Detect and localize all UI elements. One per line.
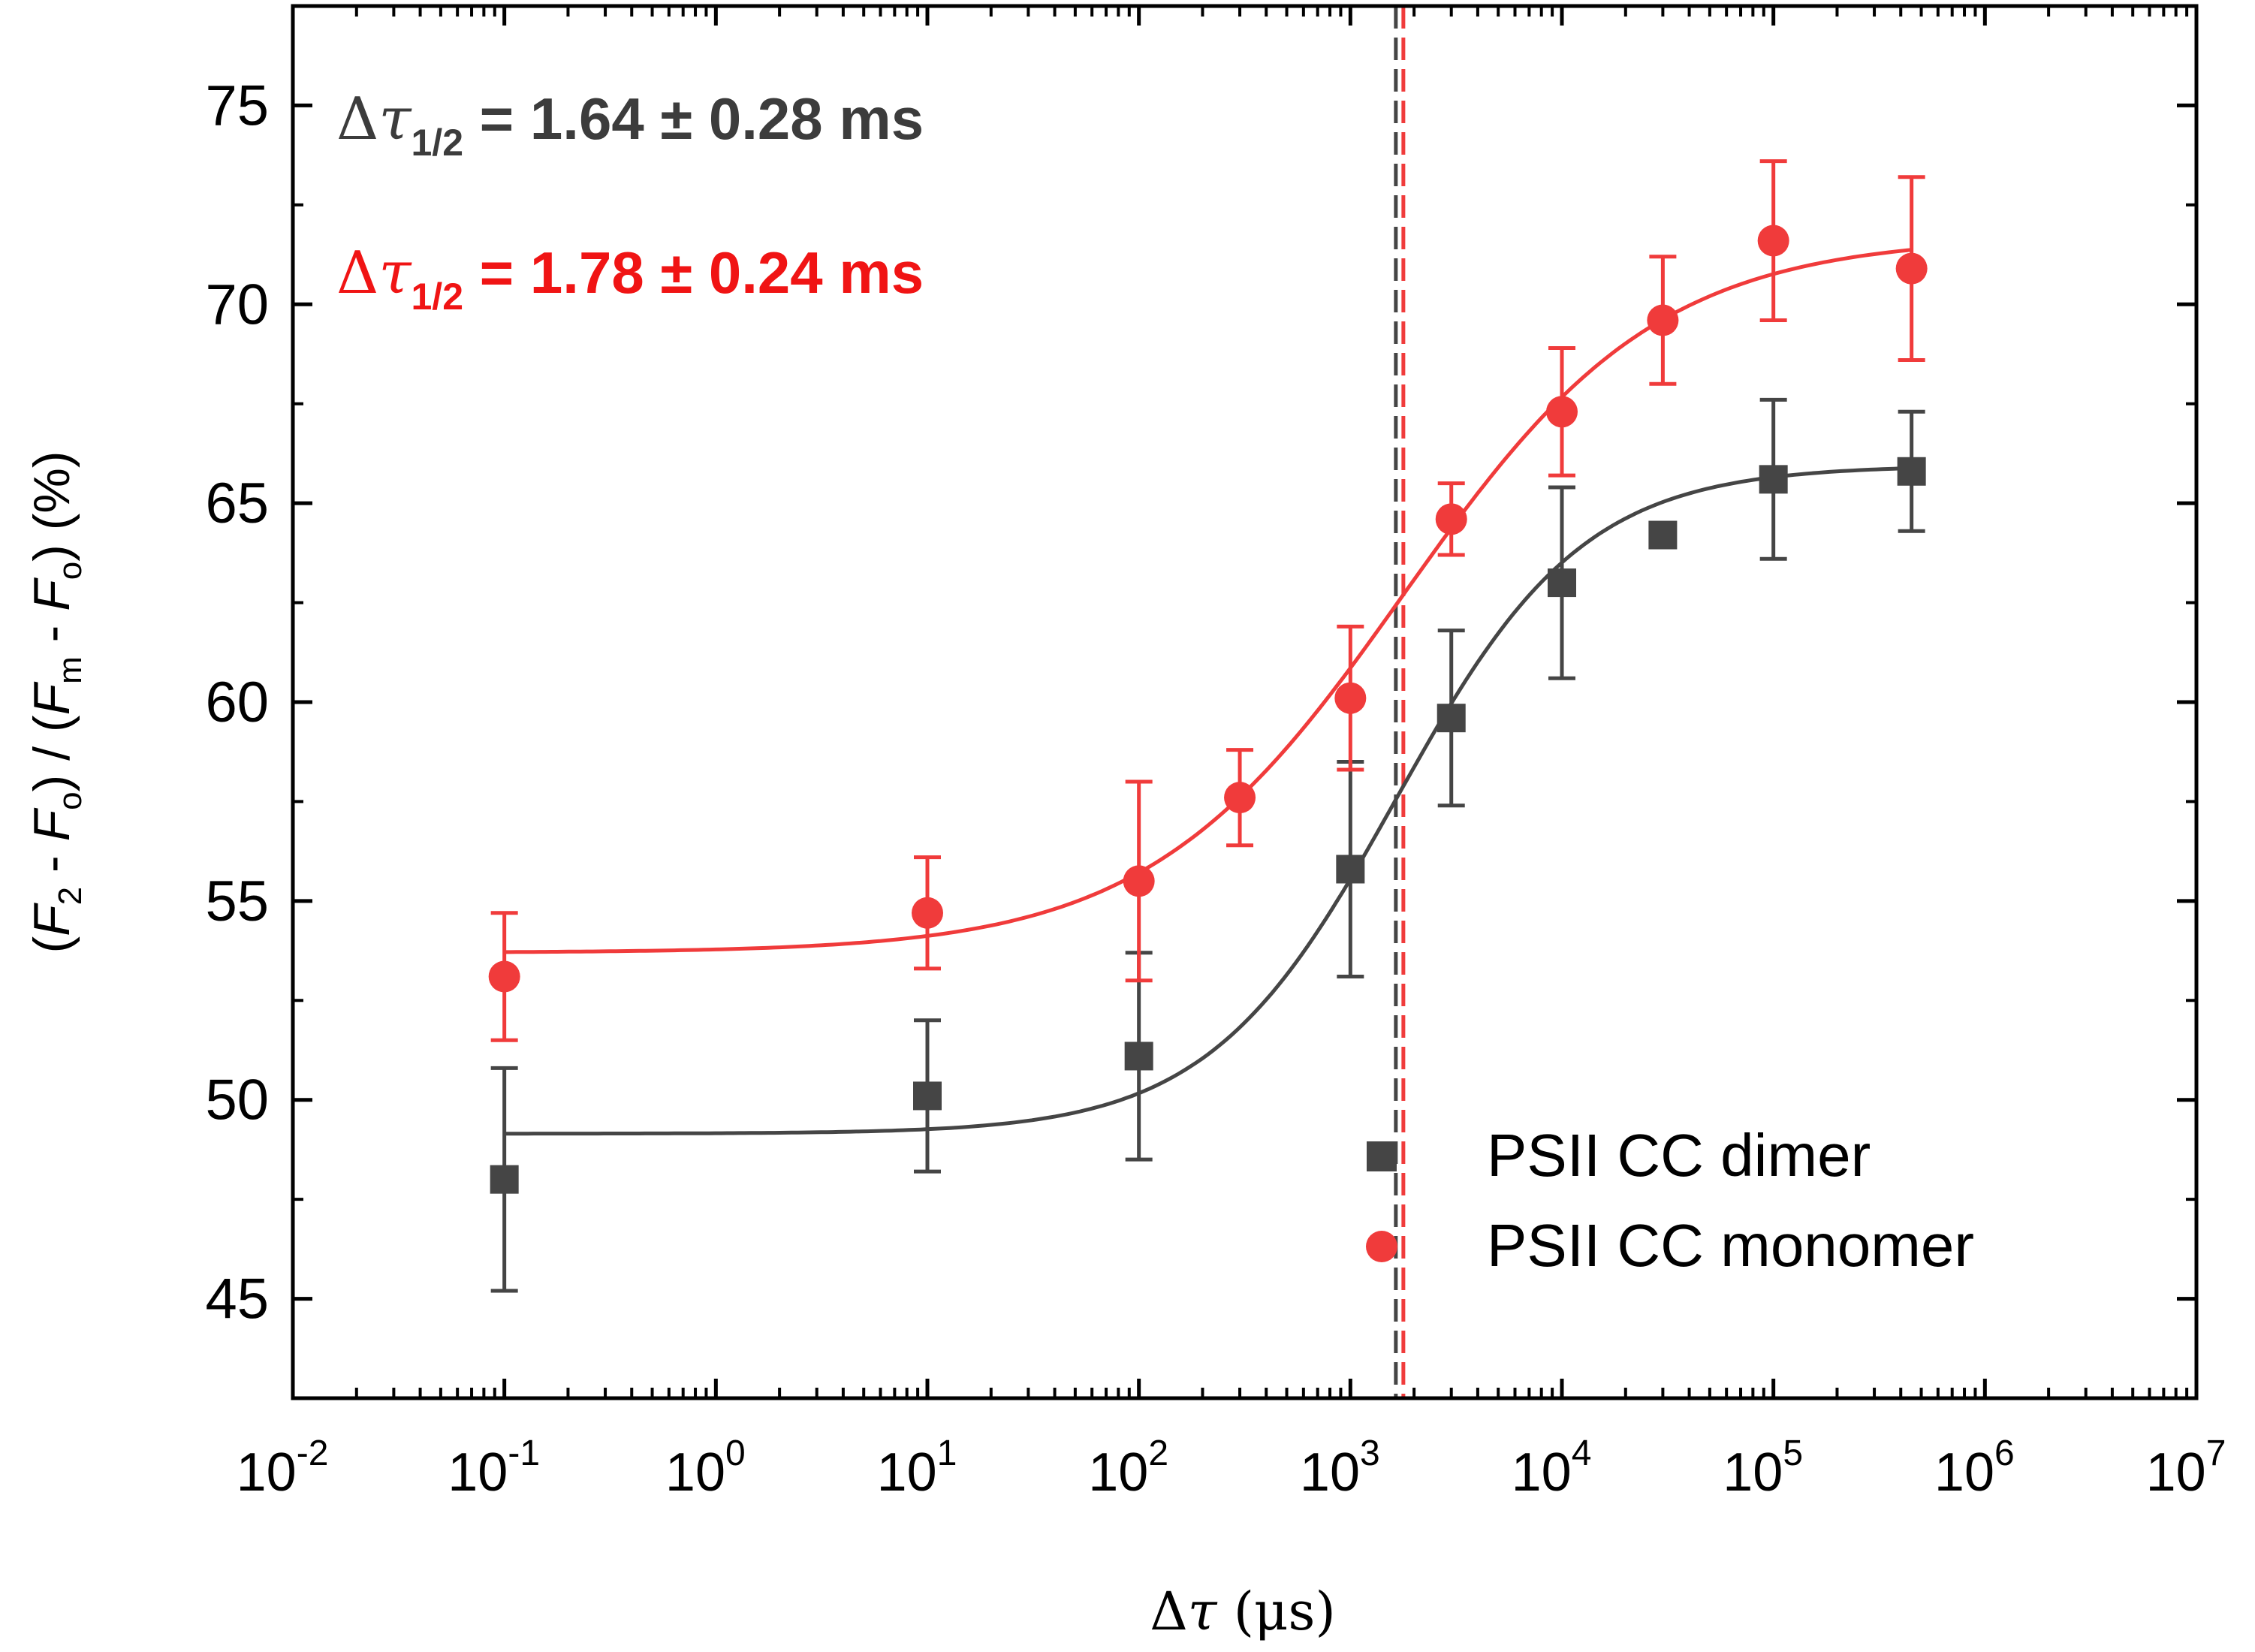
x-tick-label: 103 xyxy=(1300,1433,1380,1503)
y-tick-label: 60 xyxy=(205,671,269,734)
data-point-monomer xyxy=(1435,503,1467,535)
legend-marker-dimer xyxy=(1367,1141,1397,1171)
data-point-dimer xyxy=(1124,1042,1153,1071)
y-tick-label: 75 xyxy=(205,74,269,137)
y-tick-label: 65 xyxy=(205,472,269,535)
data-point-monomer xyxy=(1123,865,1155,897)
plot-content xyxy=(488,6,1928,1398)
half-time-annotation: Δτ1/2 = 1.64 ± 0.28 ms xyxy=(336,86,924,164)
x-axis-title-delta: Δ xyxy=(1150,1581,1188,1642)
data-point-monomer xyxy=(1895,252,1928,285)
data-point-dimer xyxy=(1648,520,1678,550)
data-point-monomer xyxy=(1647,304,1679,336)
x-tick-label: 10-2 xyxy=(237,1433,329,1503)
legend: PSII CC dimer PSII CC monomer xyxy=(1366,1122,1974,1279)
x-axis-title: Δτ (μs) xyxy=(1150,1581,1336,1642)
data-point-monomer xyxy=(1224,782,1256,814)
data-point-monomer xyxy=(1546,396,1578,428)
y-tick-label: 55 xyxy=(205,870,269,933)
x-tick-label: 106 xyxy=(1934,1433,2015,1503)
data-point-dimer xyxy=(1897,457,1926,486)
data-point-monomer xyxy=(1757,225,1789,257)
y-axis-title: (F2 - Fo) / (Fm - Fo) (%) xyxy=(23,451,89,953)
data-point-dimer xyxy=(1336,855,1365,884)
x-tick-label: 101 xyxy=(877,1433,957,1503)
data-point-monomer xyxy=(1334,682,1367,714)
y-tick-label: 70 xyxy=(205,273,269,336)
x-tick-label: 104 xyxy=(1512,1433,1592,1503)
x-axis-title-unit: (μs) xyxy=(1217,1581,1336,1642)
data-point-dimer xyxy=(490,1165,519,1194)
fit-curve-monomer xyxy=(504,248,1912,954)
annotations: Δτ1/2 = 1.64 ± 0.28 ms Δτ1/2 = 1.78 ± 0.2… xyxy=(336,86,924,318)
legend-label: PSII CC monomer xyxy=(1487,1212,1974,1279)
x-tick-label: 105 xyxy=(1723,1433,1803,1503)
data-point-dimer xyxy=(1437,704,1466,733)
x-tick-label: 100 xyxy=(665,1433,746,1503)
axis-ticks xyxy=(291,5,2199,1400)
half-time-annotation: Δτ1/2 = 1.78 ± 0.24 ms xyxy=(336,240,924,318)
x-tick-label: 10-1 xyxy=(448,1433,540,1503)
legend-label: PSII CC dimer xyxy=(1487,1122,1871,1189)
data-point-dimer xyxy=(1548,568,1576,598)
axis-tick-labels: 10-2 10-1 100 101 102 103 104 105 106 107 45 50 55 60… xyxy=(205,74,2226,1503)
x-tick-label: 107 xyxy=(2146,1433,2226,1503)
data-point-monomer xyxy=(488,960,520,993)
data-point-dimer xyxy=(913,1081,942,1111)
legend-marker-monomer xyxy=(1366,1231,1397,1262)
x-axis-title-tau: τ xyxy=(1188,1581,1218,1642)
data-point-dimer xyxy=(1759,465,1788,494)
x-tick-label: 102 xyxy=(1088,1433,1168,1503)
y-tick-label: 45 xyxy=(205,1268,269,1331)
fit-curve-dimer xyxy=(504,466,1912,1136)
y-tick-label: 50 xyxy=(205,1069,269,1132)
data-point-monomer xyxy=(912,897,943,929)
